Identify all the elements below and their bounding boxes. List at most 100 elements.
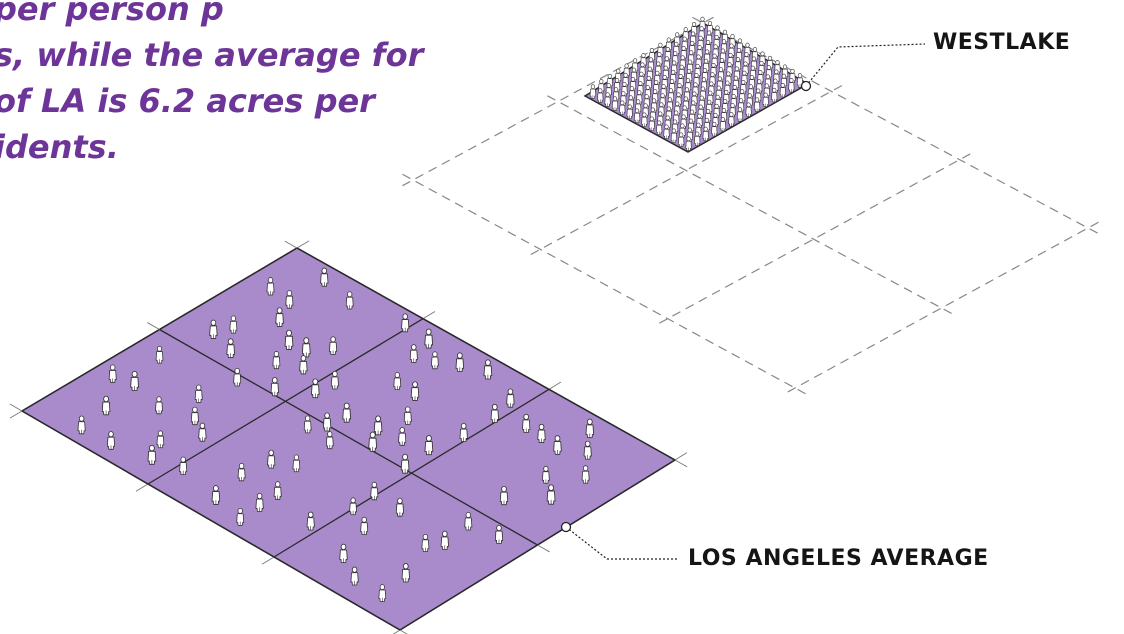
person-body [273,486,282,500]
person-head [411,344,417,351]
person-icon [611,96,619,111]
person-head [690,31,696,37]
person-body [301,343,311,358]
person-head [667,97,673,103]
person-head [690,40,695,46]
person-body [226,344,235,359]
person-head [717,76,723,82]
person-head [157,430,163,437]
person-body [581,470,590,484]
person-head [704,49,710,55]
person-head [688,118,694,124]
person-icon [494,524,504,544]
person-icon [233,367,242,387]
person-head [737,107,743,112]
la-leader-line [565,526,678,560]
person-head [276,307,283,314]
person-body [209,325,218,339]
person-head [721,39,727,44]
person-icon [155,345,164,364]
person-icon [179,456,188,476]
person-body [198,428,207,442]
person-head [300,355,307,362]
person-head [709,81,714,87]
person-icon [626,104,633,119]
person-icon [537,423,546,444]
person-icon [490,403,499,424]
person-head [736,47,742,53]
person-head [749,75,755,80]
la-grid-line [21,410,401,631]
person-head [655,70,660,76]
person-head [586,418,593,425]
person-body [490,409,499,424]
person-head [350,497,356,504]
person-head [422,533,429,540]
person-head [681,114,686,120]
person-head [110,364,116,371]
person-body [155,351,164,364]
person-body [108,370,117,383]
person-head [682,36,687,42]
person-icon [711,121,718,137]
person-head [664,124,669,130]
person-head [267,277,274,284]
person-head [683,27,688,32]
person-head [622,82,627,87]
person-head [697,113,702,119]
person-icon [604,92,611,107]
person-head [636,99,641,105]
person-head [713,44,718,50]
person-head [756,88,761,94]
person-head [724,89,729,95]
person-icon [431,351,439,370]
person-icon [147,444,157,465]
person-icon [156,430,165,449]
person-icon [424,435,434,456]
la-grid-extension [392,629,401,634]
person-head [760,51,765,57]
person-head [213,485,219,492]
person-head [653,89,658,94]
person-icon [349,497,357,516]
person-icon [345,291,354,310]
person-head [307,511,314,518]
person-body [440,536,449,550]
person-head [658,42,663,48]
person-head [614,78,620,83]
la-grid-extension [422,311,436,320]
person-head [726,71,731,77]
person-head [659,102,664,108]
callout-leaders [560,43,926,560]
person-body [373,421,383,436]
person-head [666,106,671,112]
person-head [730,103,735,108]
person-head [735,57,741,62]
person-head [720,117,726,122]
person-head [676,92,681,98]
person-head [612,96,618,102]
intro-line: of LA is 6.2 acres per [0,82,375,120]
person-head [743,61,748,67]
person-head [715,94,720,100]
person-head [192,406,198,413]
person-head [432,351,438,358]
person-head [705,40,711,45]
person-head [698,35,703,41]
person-head [641,53,646,58]
person-body [522,419,531,433]
person-head [719,57,725,63]
person-head [737,38,743,44]
person-head [712,121,717,127]
person-icon [678,132,685,147]
person-body [303,420,312,434]
person-head [238,462,245,469]
person-head [665,46,670,52]
person-head [131,370,138,378]
person-head [766,65,772,70]
person-head [210,319,217,326]
person-head [697,45,702,50]
person-head [405,406,411,413]
person-body [736,111,744,122]
person-icon [421,533,430,552]
